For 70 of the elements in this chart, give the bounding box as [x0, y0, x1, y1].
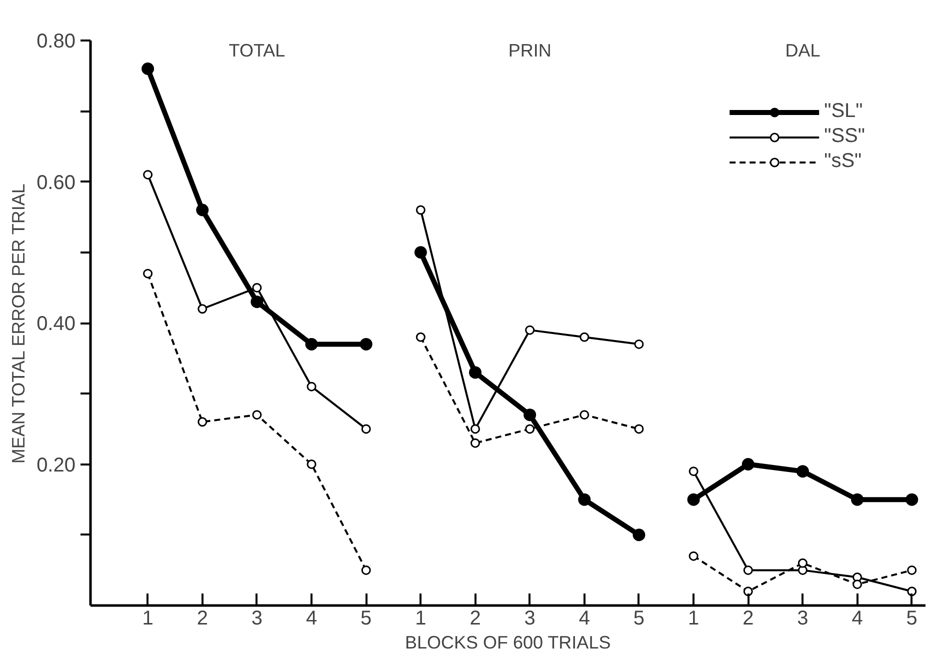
point	[798, 558, 808, 568]
point	[851, 493, 864, 506]
point	[306, 460, 316, 469]
point	[580, 410, 590, 420]
legend-label: "sS"	[824, 150, 862, 173]
y-tick-label: 0.40	[36, 313, 76, 335]
point	[469, 366, 482, 379]
y-tick-label: 0.80	[36, 30, 76, 52]
point	[142, 62, 154, 75]
x-tick-label: 3	[797, 608, 808, 630]
annotation: TOTAL	[228, 40, 286, 60]
x-axis-title: BLOCKS OF 600 TRIALS	[404, 632, 611, 652]
x-tick-label: 2	[470, 608, 481, 630]
x-tick-label: 4	[306, 608, 318, 630]
point	[470, 438, 480, 448]
x-tick-label: 2	[196, 608, 208, 630]
point	[198, 304, 208, 314]
x-tick-label: 2	[742, 608, 754, 630]
point	[416, 332, 426, 342]
point	[742, 458, 754, 470]
x-tick-label: 1	[688, 608, 700, 630]
point	[688, 466, 698, 476]
y-tick-label: 0.60	[36, 172, 76, 194]
x-tick-label: 5	[360, 608, 372, 630]
point	[578, 493, 591, 506]
point	[907, 586, 917, 596]
annotation: DAL	[785, 40, 820, 60]
point	[580, 332, 590, 342]
y-tick-label: 0.20	[36, 454, 76, 476]
point	[252, 282, 262, 292]
point	[634, 339, 644, 349]
point	[361, 424, 371, 434]
point	[470, 424, 480, 434]
x-tick-label: 1	[142, 608, 154, 630]
point	[743, 565, 753, 575]
point	[796, 465, 809, 478]
x-tick-label: 1	[415, 608, 426, 630]
y-axis-title: MEAN TOTAL ERROR PER TRIAL	[8, 184, 29, 464]
point	[143, 268, 153, 278]
x-tick-label: 5	[906, 608, 918, 630]
point	[361, 565, 371, 575]
point	[743, 586, 753, 596]
point	[632, 528, 646, 542]
point	[252, 410, 262, 420]
point	[143, 170, 153, 180]
point	[306, 382, 316, 392]
point	[524, 408, 536, 422]
point	[852, 580, 862, 590]
x-tick-label: 4	[852, 608, 863, 630]
point	[906, 493, 918, 506]
point	[688, 551, 698, 561]
x-tick-label: 3	[524, 608, 536, 630]
point	[360, 338, 372, 350]
point	[250, 296, 264, 308]
annotation: PRIN	[508, 40, 552, 60]
point	[305, 338, 318, 350]
point	[687, 493, 700, 506]
point	[525, 325, 535, 335]
point	[634, 424, 644, 434]
point	[416, 205, 426, 215]
point	[198, 417, 208, 427]
x-tick-label: 4	[578, 608, 590, 630]
point	[196, 204, 209, 216]
x-tick-label: 3	[251, 608, 263, 630]
legend-label: "SS"	[824, 125, 865, 148]
x-tick-label: 5	[633, 608, 645, 630]
point	[907, 565, 917, 575]
legend-label: "SL"	[824, 100, 863, 123]
point	[414, 246, 427, 259]
point	[525, 424, 535, 434]
